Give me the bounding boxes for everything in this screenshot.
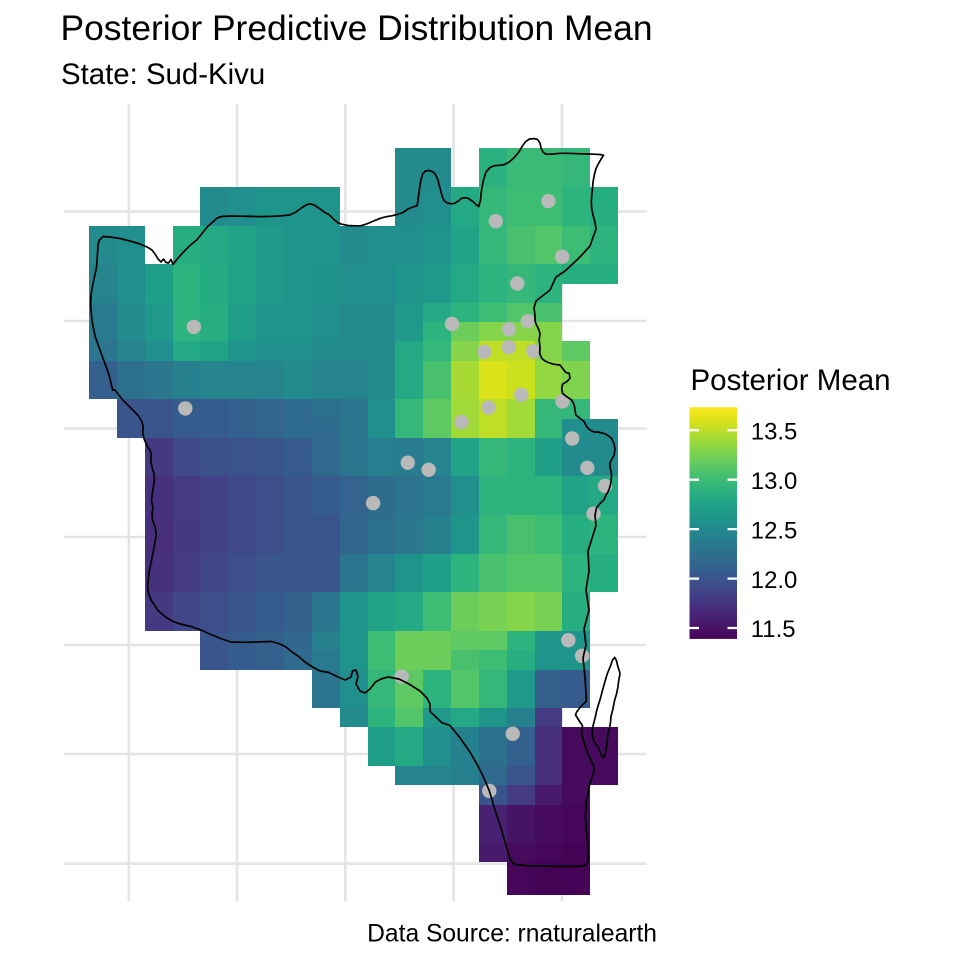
- svg-text:Data Source: rnaturalearth: Data Source: rnaturalearth: [367, 921, 657, 948]
- svg-text:State: Sud-Kivu: State: Sud-Kivu: [61, 58, 265, 91]
- svg-text:12.5: 12.5: [751, 517, 798, 544]
- svg-text:Posterior Mean: Posterior Mean: [691, 364, 891, 397]
- svg-text:13.0: 13.0: [751, 468, 798, 495]
- svg-text:11.5: 11.5: [751, 616, 796, 643]
- svg-text:12.0: 12.0: [751, 567, 798, 594]
- svg-text:13.5: 13.5: [751, 418, 798, 445]
- svg-text:Posterior Predictive Distribut: Posterior Predictive Distribution Mean: [61, 8, 653, 48]
